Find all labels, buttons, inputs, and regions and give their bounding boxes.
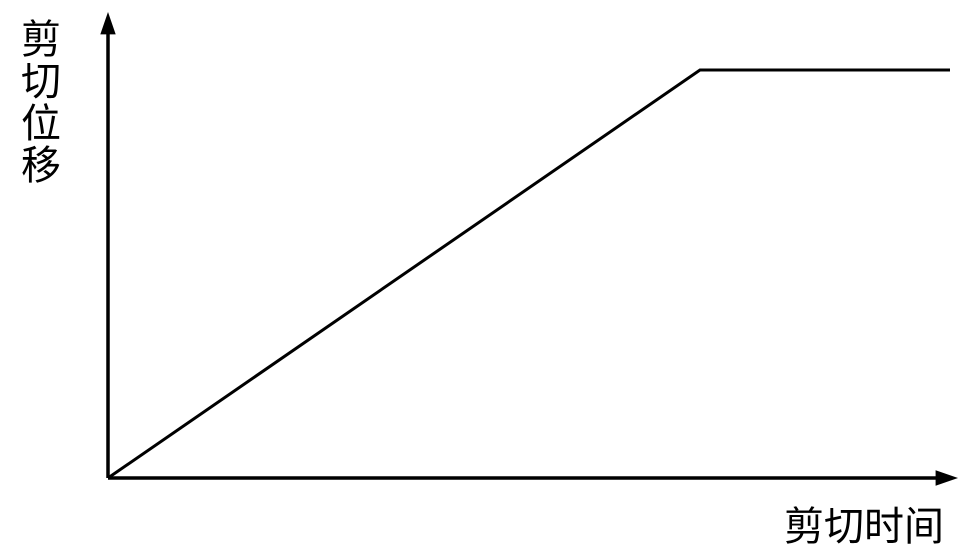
- chart-svg: [0, 0, 974, 543]
- y-axis-label: 剪切位移: [8, 18, 66, 186]
- x-axis-label: 剪切时间: [784, 494, 944, 552]
- shear-chart: 剪切位移 剪切时间: [0, 0, 974, 543]
